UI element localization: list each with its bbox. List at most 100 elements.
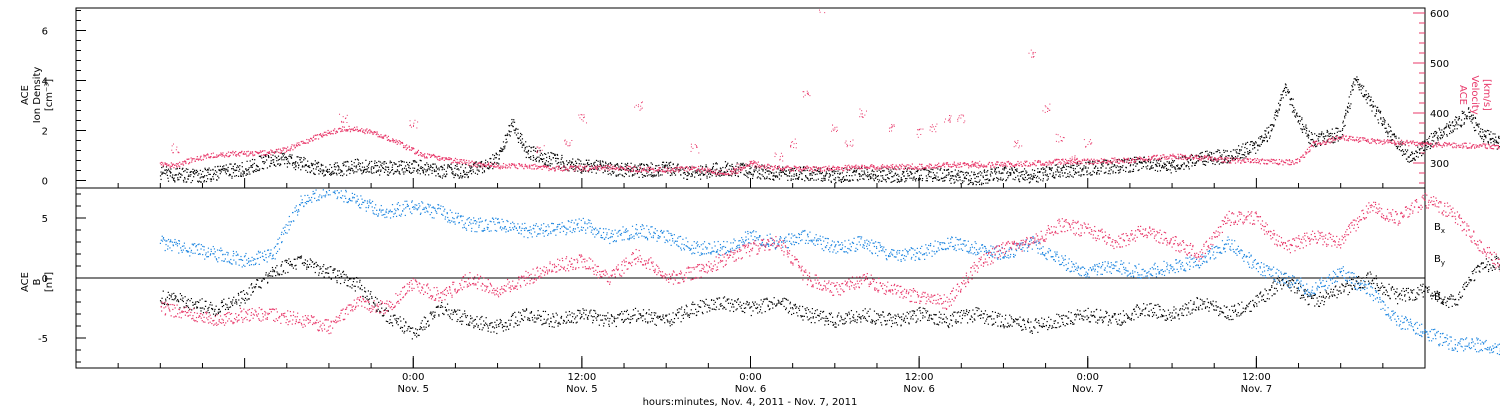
top-series-0-point bbox=[894, 179, 896, 182]
top-series-1-point bbox=[404, 146, 406, 149]
top-series-0-point bbox=[452, 173, 454, 175]
top-series-0-point bbox=[520, 142, 522, 144]
top-series-0-point bbox=[1435, 130, 1437, 133]
top-series-1-point bbox=[162, 162, 164, 164]
top-series-0-point bbox=[786, 175, 788, 177]
top-series-0-point bbox=[1371, 110, 1373, 112]
top-series-0-point bbox=[403, 173, 405, 175]
top-series-0-point bbox=[362, 171, 364, 174]
top-series-0-point bbox=[521, 138, 524, 140]
top-series-0-point bbox=[285, 157, 288, 159]
top-series-0-point bbox=[337, 165, 339, 167]
top-series-0-point bbox=[233, 169, 235, 171]
top-series-1-point bbox=[185, 161, 187, 163]
top-series-0-point bbox=[1002, 172, 1004, 174]
top-series-0-point bbox=[505, 138, 507, 140]
top-series-0-point bbox=[794, 178, 797, 180]
top-series-0-point bbox=[1060, 167, 1062, 170]
top-series-0-point bbox=[725, 171, 727, 173]
top-series-0-point bbox=[620, 169, 623, 171]
top-series-0-point bbox=[819, 170, 821, 173]
top-series-0-point bbox=[412, 171, 414, 174]
top-series-0-point bbox=[258, 155, 261, 157]
top-series-0-point bbox=[649, 169, 651, 171]
top-series-0-point bbox=[1347, 111, 1349, 113]
top-series-0-point bbox=[217, 165, 219, 168]
top-series-0-point bbox=[1286, 87, 1288, 89]
top-series-0-point bbox=[694, 176, 696, 178]
top-series-1-point bbox=[331, 132, 333, 135]
top-series-0-point bbox=[667, 167, 669, 170]
top-series-0-point bbox=[921, 177, 924, 180]
top-series-0-point bbox=[1047, 176, 1049, 178]
top-series-0-point bbox=[1349, 107, 1351, 110]
top-series-0-point bbox=[1426, 148, 1428, 151]
top-series-0-point bbox=[623, 176, 625, 178]
top-series-0-point bbox=[766, 176, 768, 178]
top-series-0-point bbox=[795, 173, 798, 175]
top-series-0-point bbox=[471, 166, 473, 168]
top-series-1-point bbox=[567, 170, 569, 172]
top-series-0-point bbox=[350, 160, 353, 162]
top-series-0-point bbox=[1361, 84, 1363, 87]
top-series-0-point bbox=[1129, 157, 1132, 160]
top-series-0-point bbox=[1467, 108, 1470, 110]
top-series-0-point bbox=[1052, 175, 1054, 177]
top-series-0-point bbox=[881, 180, 883, 182]
top-series-0-point bbox=[341, 171, 343, 173]
top-series-0-point bbox=[162, 166, 164, 168]
top-series-0-point bbox=[1265, 135, 1267, 137]
top-series-0-point bbox=[627, 162, 629, 164]
top-series-0-point bbox=[926, 180, 929, 182]
top-series-0-point bbox=[1164, 165, 1166, 168]
top-series-1-point bbox=[329, 133, 332, 135]
top-series-0-point bbox=[648, 174, 650, 176]
top-series-0-point bbox=[808, 179, 810, 181]
top-series-0-point bbox=[1050, 168, 1052, 171]
top-series-0-point bbox=[572, 168, 574, 171]
top-series-0-point bbox=[536, 156, 538, 158]
top-series-0-point bbox=[796, 175, 798, 177]
top-series-0-point bbox=[1252, 144, 1254, 147]
top-series-0-point bbox=[294, 163, 296, 165]
top-series-1-point bbox=[167, 165, 170, 167]
top-series-0-point bbox=[356, 158, 359, 160]
top-series-0-point bbox=[397, 170, 399, 172]
top-series-0-point bbox=[1005, 179, 1008, 181]
top-series-0-point bbox=[546, 156, 548, 159]
top-series-1-point bbox=[247, 150, 249, 152]
top-series-0-point bbox=[817, 178, 819, 180]
top-series-0-point bbox=[620, 165, 622, 168]
top-series-1-point bbox=[237, 154, 239, 156]
top-series-1-point bbox=[533, 168, 535, 170]
top-series-0-point bbox=[599, 160, 601, 162]
top-series-0-point bbox=[202, 176, 204, 178]
top-series-0-point bbox=[819, 172, 821, 174]
top-series-1-point bbox=[191, 159, 193, 161]
top-series-0-point bbox=[1129, 165, 1131, 167]
top-series-0-point bbox=[1069, 171, 1071, 173]
top-series-0-point bbox=[800, 172, 802, 174]
top-series-0-point bbox=[1042, 174, 1045, 176]
top-series-0-point bbox=[1302, 128, 1304, 130]
top-series-0-point bbox=[1217, 160, 1219, 162]
top-series-0-point bbox=[987, 182, 989, 184]
top-series-0-point bbox=[394, 170, 396, 173]
top-series-0-point bbox=[406, 170, 409, 172]
top-series-0-point bbox=[948, 171, 950, 174]
top-series-0-point bbox=[1271, 128, 1273, 130]
top-series-0-point bbox=[699, 178, 702, 180]
top-series-0-point bbox=[1309, 143, 1311, 145]
top-series-0-point bbox=[989, 173, 991, 175]
top-series-0-point bbox=[1144, 161, 1146, 163]
top-series-0-point bbox=[409, 167, 411, 170]
top-series-0-point bbox=[638, 169, 641, 171]
top-series-0-point bbox=[969, 179, 972, 182]
top-series-0-point bbox=[658, 164, 660, 167]
top-series-0-point bbox=[1103, 159, 1105, 161]
top-series-0-point bbox=[442, 175, 444, 177]
top-series-0-point bbox=[959, 179, 961, 181]
top-series-0-point bbox=[828, 173, 831, 175]
top-series-0-point bbox=[328, 171, 330, 173]
